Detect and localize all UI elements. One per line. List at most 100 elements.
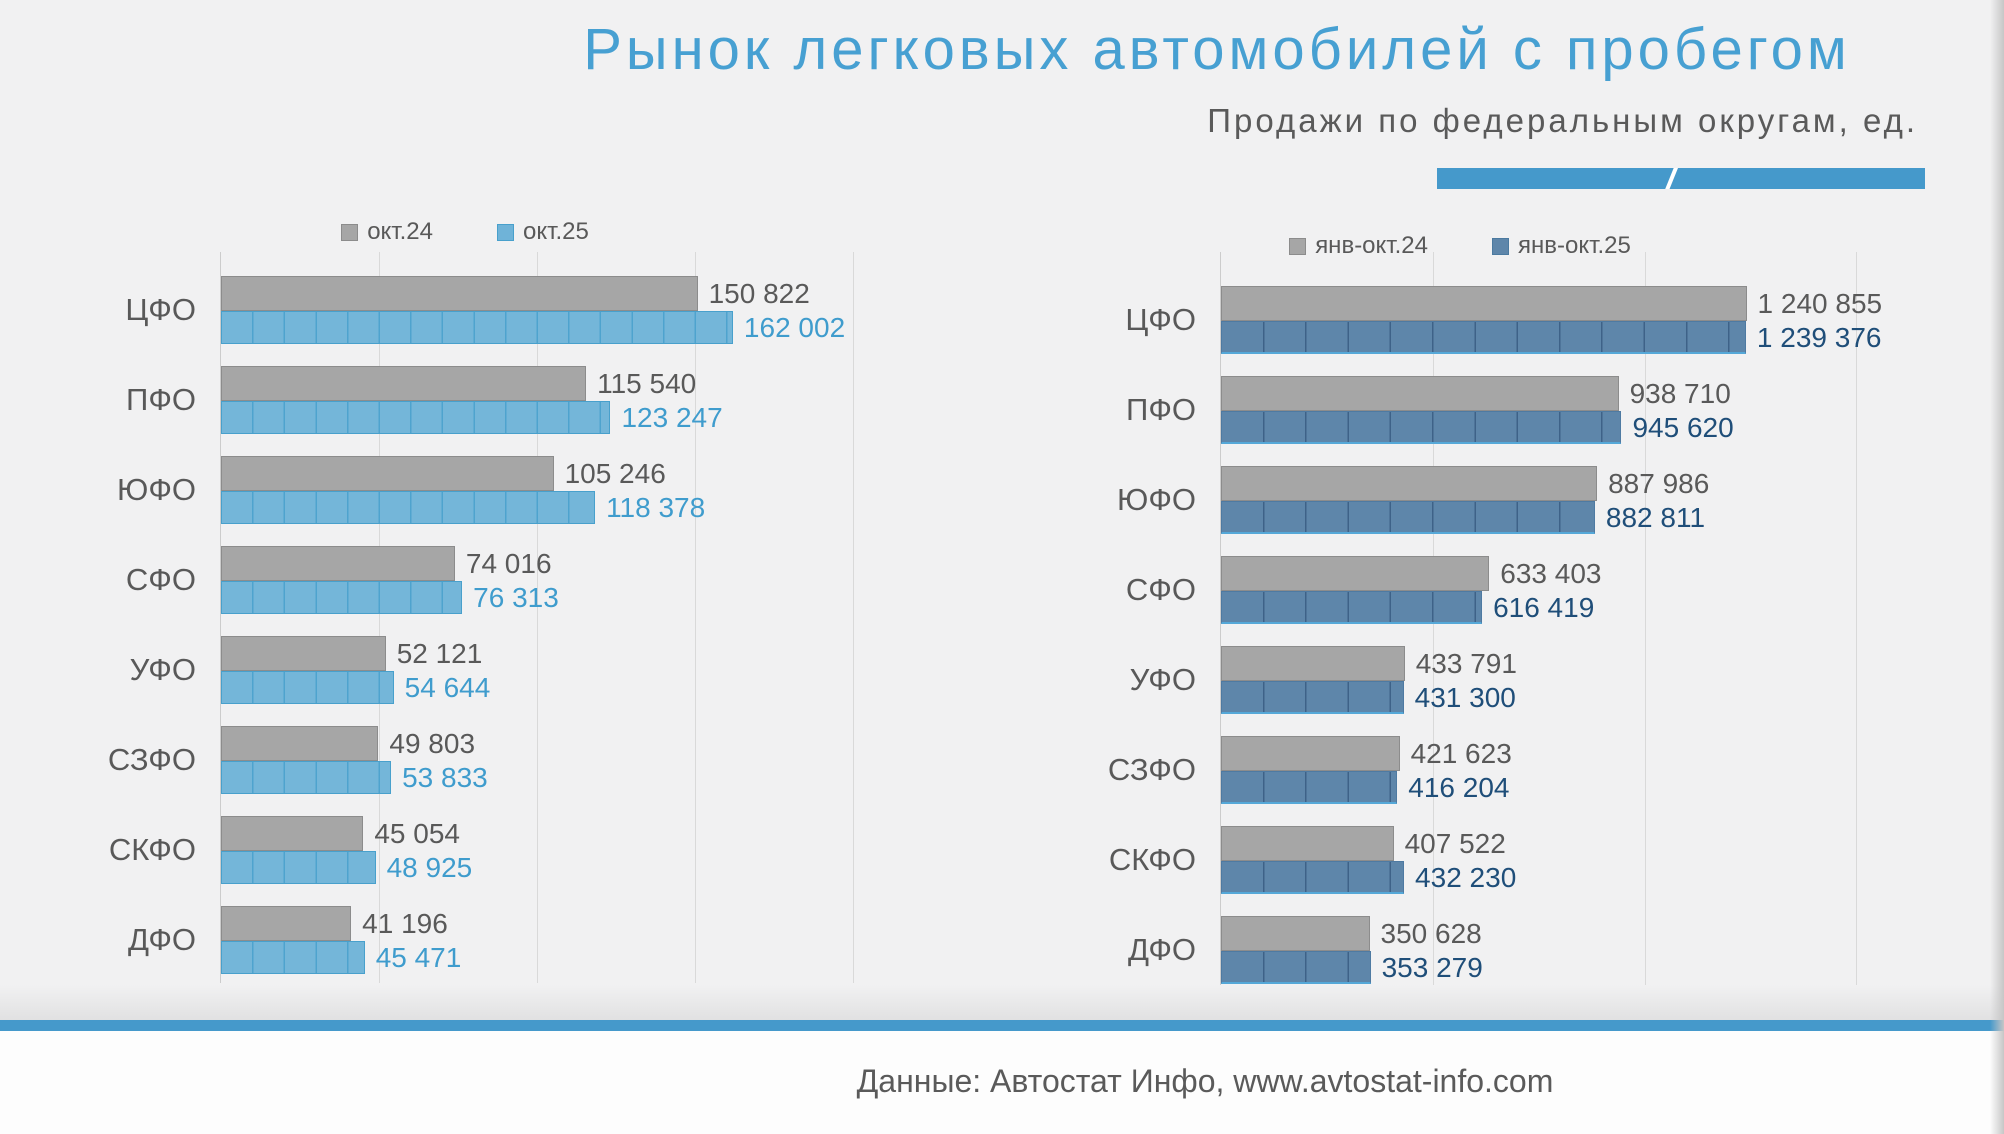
- value-label-янв-окт.25-ЦФО: 1 239 376: [1756, 322, 1882, 353]
- value-label-окт.24-УФО: 52 121: [396, 638, 483, 669]
- category-row-ЦФО: ЦФО 150 822 162 002: [125, 276, 853, 344]
- category-row-СЗФО: СЗФО 49 803 53 833: [108, 726, 853, 794]
- value-label-янв-окт.24-СФО: 633 403: [1500, 558, 1602, 589]
- bar-янв-окт.25-СЗФО: [1221, 771, 1398, 804]
- category-row-ЦФО: ЦФО 1 240 855 1 239 376: [1125, 286, 1941, 354]
- category-label: СФО: [125, 562, 196, 597]
- chart-plot: ЦФО 1 240 855 1 239 376 ПФО 938 710 945 620 ЮФ…: [1108, 252, 1941, 987]
- value-label-янв-окт.25-СЗФО: 416 204: [1408, 772, 1510, 803]
- legend-swatch: [497, 223, 514, 241]
- gridline: [853, 252, 854, 983]
- page-subtitle: Продажи по федеральным округам, ед.: [1207, 102, 1918, 139]
- value-label-окт.24-ДФО: 41 196: [362, 908, 448, 939]
- category-row-СФО: СФО 74 016 76 313: [126, 546, 853, 614]
- bar-янв-окт.25-СКФО: [1221, 861, 1405, 894]
- category-row-СКФО: СКФО 45 054 48 925: [109, 816, 853, 884]
- gridline: [1644, 252, 1646, 987]
- bar-окт.24-ЦФО: [221, 276, 698, 311]
- bar-окт.24-УФО: [221, 636, 386, 671]
- category-label: ДФО: [128, 922, 196, 957]
- bar-окт.24-ЮФО: [221, 456, 554, 491]
- chart-legend: янв-окт.24 янв-окт.25: [1150, 232, 1770, 260]
- value-label-янв-окт.24-ЮФО: 887 986: [1608, 468, 1710, 499]
- category-label: СКФО: [1108, 842, 1196, 877]
- legend-label: окт.24: [367, 218, 433, 245]
- value-label-окт.24-СКФО: 45 054: [374, 818, 460, 849]
- bar-янв-окт.24-ПФО: [1221, 376, 1619, 411]
- category-row-СКФО: СКФО 407 522 432 230: [1109, 826, 1941, 894]
- legend-label: янв-окт.24: [1315, 232, 1428, 259]
- category-label: УФО: [129, 652, 196, 687]
- bar-окт.25-СФО: [221, 581, 463, 614]
- bar-окт.25-СЗФО: [221, 761, 392, 794]
- category-row-ДФО: ДФО 350 628 353 279: [1128, 916, 1941, 984]
- value-label-окт.25-ДФО: 45 471: [375, 942, 462, 973]
- bar-окт.25-ЮФО: [221, 491, 596, 524]
- legend-item-янв-окт.25: янв-окт.25: [1492, 232, 1631, 260]
- page-title: Рынок легковых автомобилей с пробегом: [583, 17, 1851, 82]
- category-label: ПФО: [1126, 392, 1196, 427]
- bar-окт.25-ПФО: [221, 401, 611, 434]
- footer: Данные: Автостат Инфо, www.avtostat-info…: [0, 1031, 2004, 1134]
- footer-shadow: [0, 985, 2004, 1020]
- legend-swatch: [1492, 237, 1509, 255]
- bar-окт.24-СЗФО: [221, 726, 379, 761]
- value-label-окт.25-ПФО: 123 247: [621, 402, 723, 433]
- bar-окт.25-ЦФО: [221, 311, 733, 344]
- category-label: ДФО: [1128, 932, 1196, 967]
- chart-monthly: окт.24 окт.25 ЦФО 150 822 162 002 ПФО 115 540…: [0, 190, 960, 1000]
- bar-окт.24-ДФО: [221, 906, 352, 941]
- value-label-янв-окт.25-ЮФО: 882 811: [1605, 502, 1706, 533]
- value-label-окт.24-ПФО: 115 540: [597, 368, 697, 399]
- value-label-окт.25-ЦФО: 162 002: [743, 312, 846, 343]
- category-row-ДФО: ДФО 41 196 45 471: [128, 906, 853, 974]
- bar-окт.24-СФО: [221, 546, 455, 581]
- gridline: [695, 252, 696, 983]
- category-label: ПФО: [126, 382, 196, 417]
- value-label-янв-окт.24-ДФО: 350 628: [1380, 918, 1482, 949]
- value-label-янв-окт.25-УФО: 431 300: [1414, 682, 1516, 713]
- category-row-СЗФО: СЗФО 421 623 416 204: [1108, 736, 1941, 804]
- category-row-ПФО: ПФО 115 540 123 247: [126, 366, 853, 434]
- footer-stripe: [0, 1020, 2004, 1031]
- value-label-янв-окт.25-СФО: 616 419: [1493, 592, 1595, 623]
- bar-янв-окт.24-ЮФО: [1221, 466, 1598, 501]
- gridline: [537, 252, 538, 983]
- value-label-янв-окт.25-СКФО: 432 230: [1415, 862, 1517, 893]
- legend-swatch: [1289, 237, 1307, 255]
- value-label-окт.24-СФО: 74 016: [465, 548, 552, 579]
- category-row-ЮФО: ЮФО 887 986 882 811: [1117, 466, 1941, 534]
- bar-янв-окт.25-ЦФО: [1221, 321, 1746, 354]
- bar-янв-окт.25-ПФО: [1221, 411, 1622, 444]
- category-label: СЗФО: [1107, 752, 1196, 787]
- value-label-окт.25-СКФО: 48 925: [386, 852, 473, 883]
- right-edge-shadow: [1990, 0, 2004, 1134]
- value-label-янв-окт.25-ДФО: 353 279: [1381, 952, 1483, 983]
- bar-янв-окт.25-УФО: [1221, 681, 1404, 714]
- category-row-УФО: УФО 52 121 54 644: [130, 636, 853, 704]
- value-label-окт.24-СЗФО: 49 803: [389, 728, 476, 759]
- category-label: СКФО: [108, 832, 196, 867]
- category-label: ЮФО: [1117, 482, 1196, 517]
- chart-plot: ЦФО 150 822 162 002 ПФО 115 540 123 247 ЮФО 105…: [108, 252, 854, 983]
- value-label-янв-окт.25-ПФО: 945 620: [1632, 412, 1734, 443]
- legend-swatch: [341, 223, 359, 241]
- category-row-УФО: УФО 433 791 431 300: [1130, 646, 1941, 714]
- value-label-янв-окт.24-ПФО: 938 710: [1629, 378, 1731, 409]
- decorative-bar: [1437, 168, 1925, 189]
- legend-item-окт.25: окт.25: [497, 218, 589, 246]
- legend-item-окт.24: окт.24: [341, 218, 433, 246]
- bar-окт.24-ПФО: [221, 366, 587, 401]
- value-label-окт.25-УФО: 54 644: [404, 672, 491, 703]
- category-row-СФО: СФО 633 403 616 419: [1126, 556, 1941, 624]
- legend-item-янв-окт.24: янв-окт.24: [1289, 232, 1428, 260]
- chart-legend: окт.24 окт.25: [160, 218, 770, 246]
- category-row-ПФО: ПФО 938 710 945 620: [1126, 376, 1941, 444]
- value-label-окт.25-ЮФО: 118 378: [606, 492, 706, 523]
- bar-окт.25-УФО: [221, 671, 394, 704]
- gridline: [1856, 252, 1858, 987]
- category-label: УФО: [1129, 662, 1196, 697]
- category-label: ЦФО: [125, 292, 196, 327]
- legend-label: окт.25: [523, 218, 589, 245]
